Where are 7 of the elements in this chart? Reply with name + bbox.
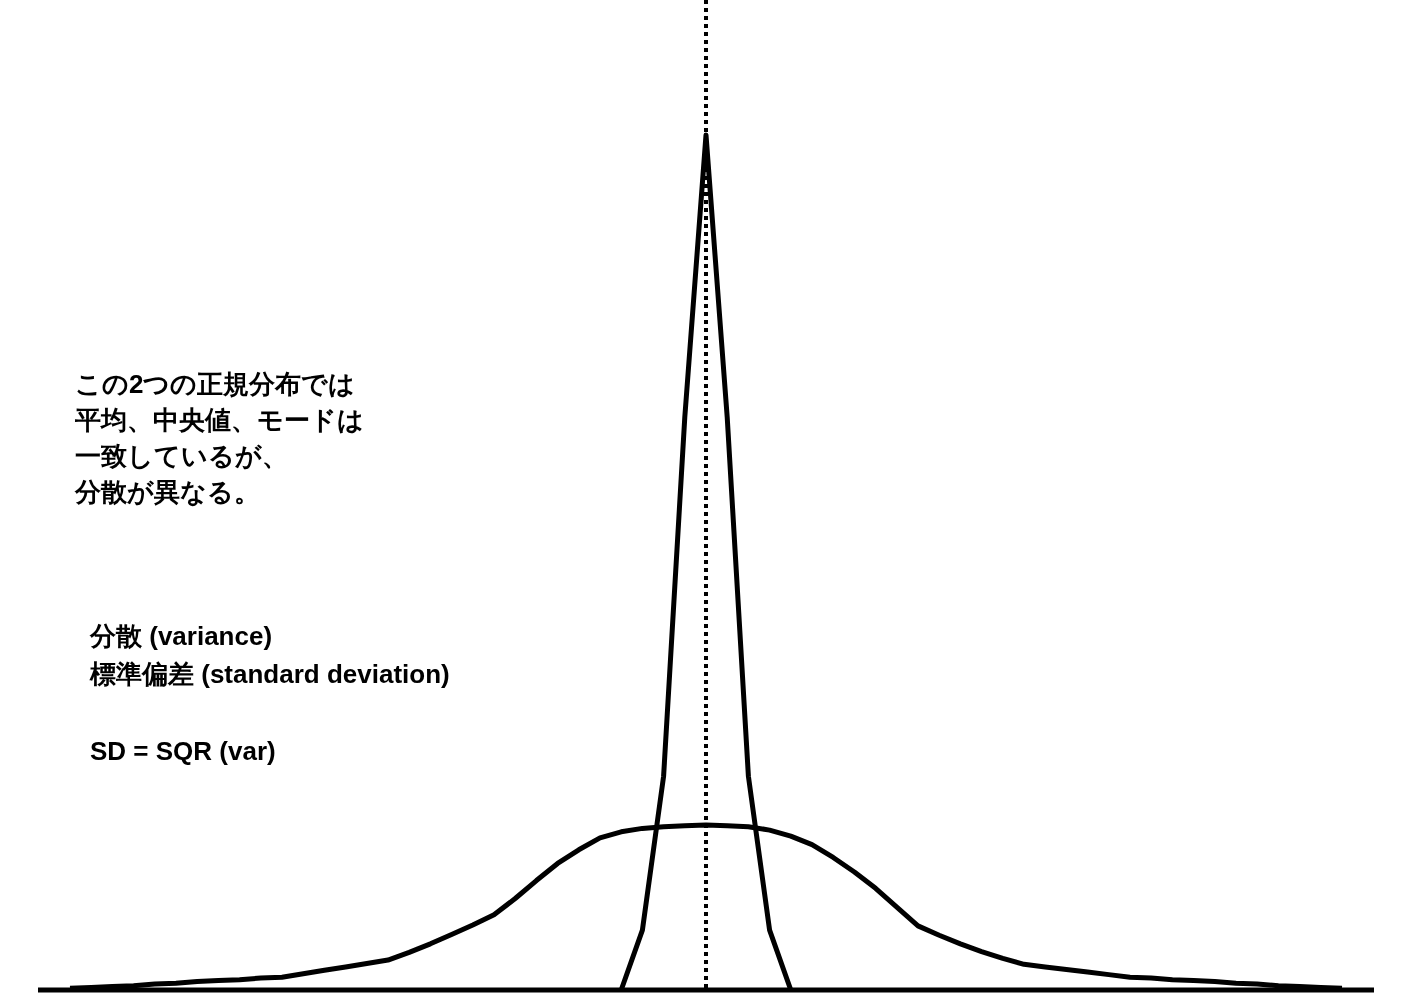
annotation: SD = SQR (var) — [90, 736, 276, 766]
annotation: 分散 (variance) — [89, 621, 273, 651]
annotation: 一致しているが、 — [75, 441, 288, 471]
annotation: 平均、中央値、モードは — [74, 405, 364, 435]
annotation: 分散が異なる。 — [74, 477, 260, 507]
annotation: この2つの正規分布では — [75, 369, 356, 399]
annotation: 標準偏差 (standard deviation) — [89, 659, 450, 689]
